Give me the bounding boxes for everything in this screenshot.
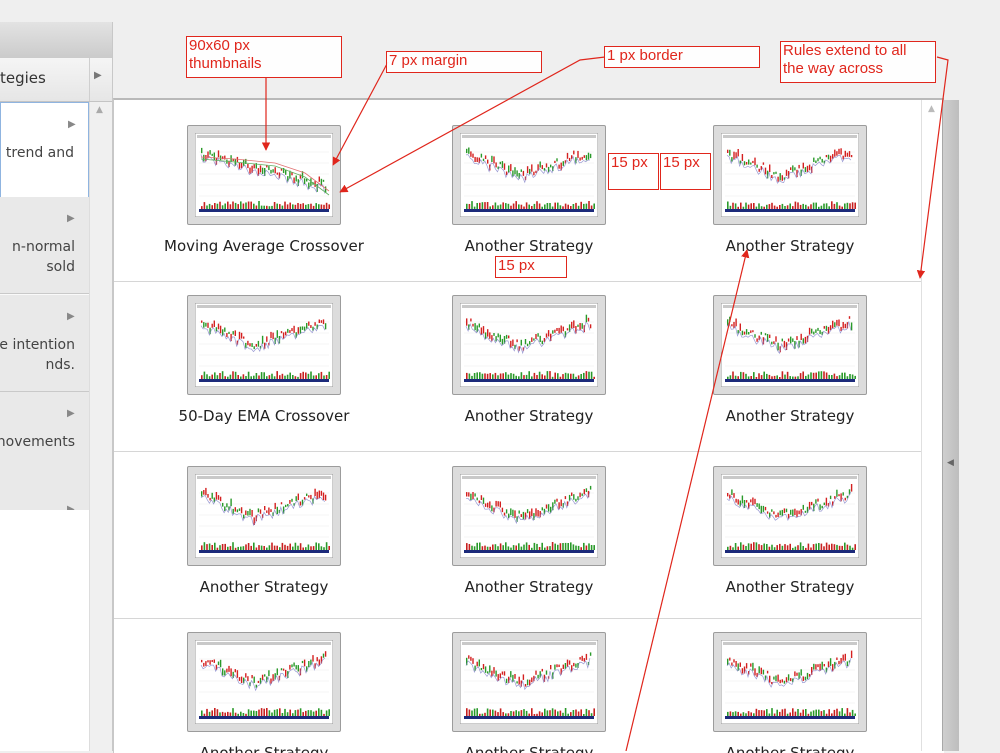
chart-icon: [195, 303, 333, 387]
strategy-label[interactable]: Another Strategy: [464, 744, 594, 753]
annotation-border: 1 px border: [604, 46, 760, 68]
thumbnail-frame[interactable]: [713, 125, 867, 225]
strategy-thumbnail[interactable]: [452, 125, 606, 225]
chart-icon: [195, 640, 333, 724]
strategies-panel: tegies ▶ ▶ trend and ▶ n-normal sold ▶ e inte…: [0, 22, 113, 751]
annotation-rules: Rules extend to all the way across: [780, 41, 936, 83]
chevron-right-icon[interactable]: ▶: [67, 311, 75, 322]
thumbnail-frame[interactable]: [713, 466, 867, 566]
strategy-thumbnail[interactable]: [452, 466, 606, 566]
strategy-thumbnail[interactable]: [713, 125, 867, 225]
strategy-label[interactable]: Another Strategy: [464, 237, 594, 255]
header-divider: [89, 58, 90, 101]
chart-icon: [721, 303, 859, 387]
strategy-label[interactable]: Another Strategy: [725, 237, 855, 255]
chevron-right-icon[interactable]: ▶: [67, 504, 75, 515]
annotation-margin: 7 px margin: [386, 51, 542, 73]
strategy-list-item[interactable]: ▶ n-normal sold: [0, 197, 89, 294]
border-arrow: [339, 56, 606, 193]
strategy-label[interactable]: Another Strategy: [725, 578, 855, 596]
thumbnail-frame[interactable]: [713, 295, 867, 395]
annotation-gap-row: 15 px: [495, 256, 567, 278]
thumbnail-frame[interactable]: [187, 632, 341, 732]
chart-icon: [721, 133, 859, 217]
strategy-thumbnail[interactable]: [187, 632, 341, 732]
strategy-thumbnail[interactable]: [187, 295, 341, 395]
strategy-description: n-normal sold: [12, 239, 75, 275]
chevron-left-icon[interactable]: ◀: [947, 458, 954, 468]
chart-icon: [460, 640, 598, 724]
strategy-thumbnail[interactable]: [713, 466, 867, 566]
strategy-description: trend and: [5, 145, 74, 161]
chart-icon: [460, 303, 598, 387]
thumbnail-frame[interactable]: [187, 466, 341, 566]
thumbnail-grid-panel: Moving Average Crossover Another Strategy…: [113, 98, 944, 753]
panel-title-bar: [0, 22, 112, 59]
panel-collapse-handle[interactable]: ◀: [942, 100, 959, 751]
thumbnail-frame[interactable]: [452, 125, 606, 225]
thumbnail-frame[interactable]: [187, 295, 341, 395]
annotation-thumb-size: 90x60 px thumbnails: [186, 36, 342, 78]
chart-icon: [460, 133, 598, 217]
strategy-description: novements: [0, 434, 75, 450]
strategies-header[interactable]: tegies ▶: [0, 58, 112, 102]
strategies-header-title: tegies: [0, 69, 46, 87]
row-divider: [114, 451, 922, 452]
grid-scrollbar[interactable]: ▲: [921, 100, 943, 751]
chart-icon: [721, 474, 859, 558]
strategy-thumbnail[interactable]: [187, 466, 341, 566]
strategy-label[interactable]: Another Strategy: [199, 578, 329, 596]
thumbnail-frame[interactable]: [452, 295, 606, 395]
margin-arrow: [332, 61, 389, 166]
chart-icon: [195, 474, 333, 558]
strategy-label[interactable]: Another Strategy: [725, 407, 855, 425]
strategy-label[interactable]: Moving Average Crossover: [164, 237, 364, 255]
scroll-up-icon[interactable]: ▲: [928, 104, 935, 114]
thumbnail-frame[interactable]: [452, 632, 606, 732]
sidebar-scrollbar[interactable]: ▲: [89, 102, 112, 751]
strategy-label[interactable]: Another Strategy: [725, 744, 855, 753]
row-divider: [114, 281, 922, 282]
chart-icon: [460, 474, 598, 558]
annotation-gap-b: 15 px: [660, 153, 711, 190]
row-divider: [114, 618, 922, 619]
strategy-list-item[interactable]: ▶ trend and: [0, 102, 89, 200]
list-empty-area: [0, 510, 89, 751]
chevron-right-icon[interactable]: ▶: [67, 213, 75, 224]
chevron-right-icon[interactable]: ▶: [67, 408, 75, 419]
strategy-label[interactable]: Another Strategy: [199, 744, 329, 753]
strategy-thumbnail[interactable]: [452, 295, 606, 395]
chart-icon: [721, 640, 859, 724]
strategy-thumbnail[interactable]: [452, 632, 606, 732]
strategy-thumbnail[interactable]: [713, 632, 867, 732]
strategy-label[interactable]: Another Strategy: [464, 407, 594, 425]
thumbnail-frame[interactable]: [713, 632, 867, 732]
strategy-label[interactable]: Another Strategy: [464, 578, 594, 596]
strategy-thumbnail[interactable]: [713, 295, 867, 395]
annotation-gap-a: 15 px: [608, 153, 659, 190]
chevron-right-icon[interactable]: ▶: [94, 70, 102, 81]
strategy-label[interactable]: 50-Day EMA Crossover: [178, 407, 350, 425]
strategy-list-item[interactable]: ▶ e intention nds.: [0, 295, 89, 392]
scroll-up-icon[interactable]: ▲: [96, 105, 103, 115]
label-gap-arrow: [625, 249, 750, 751]
rules-arrow: [916, 56, 949, 279]
strategy-description: e intention nds.: [0, 337, 75, 373]
chevron-right-icon[interactable]: ▶: [68, 119, 76, 130]
thumbnail-frame[interactable]: [452, 466, 606, 566]
